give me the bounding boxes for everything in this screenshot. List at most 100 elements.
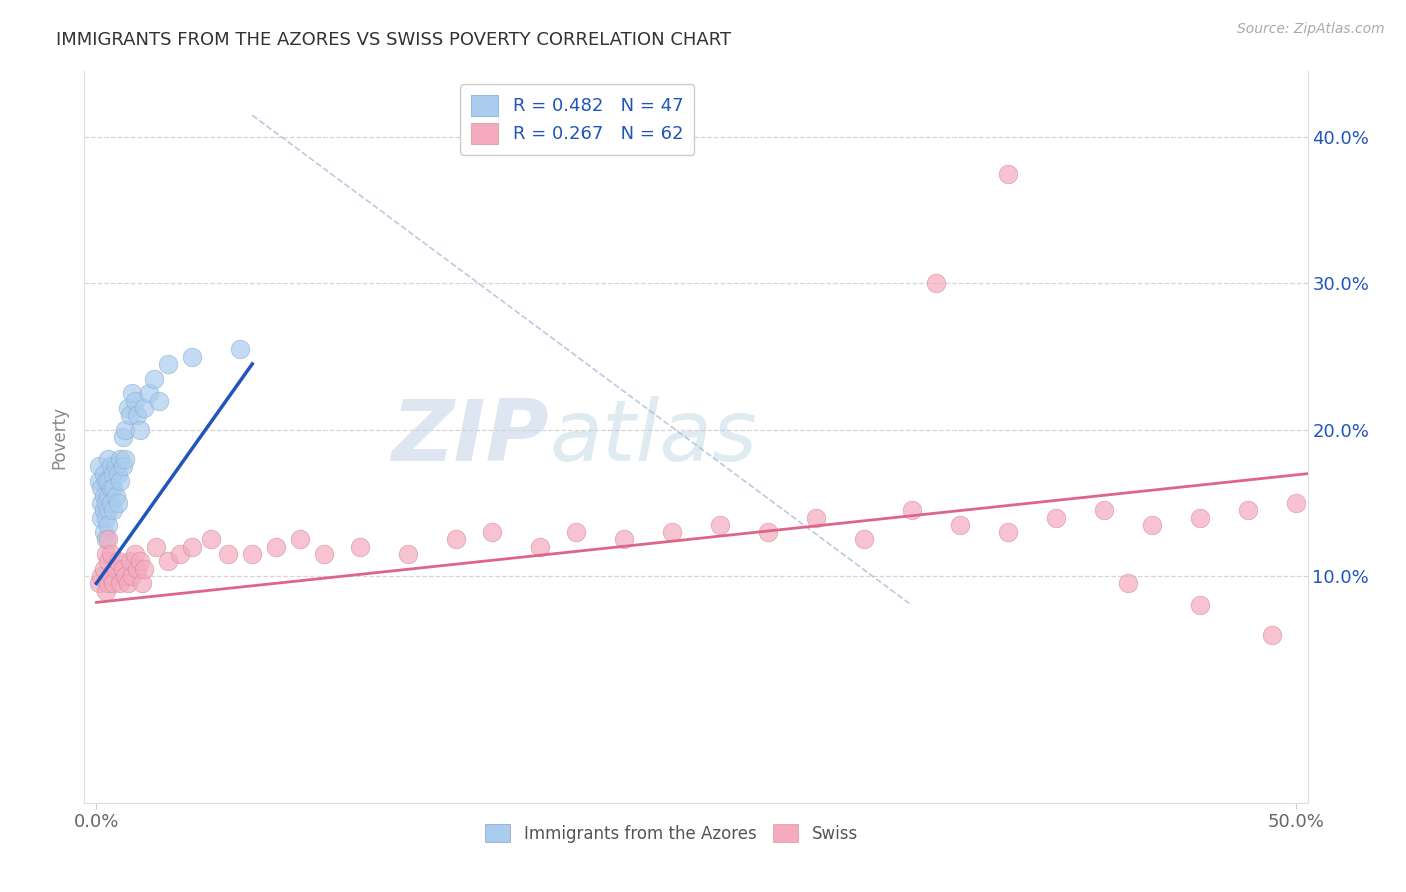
- Point: [97, 474, 120, 488]
- Legend: Immigrants from the Azores, Swiss: Immigrants from the Azores, Swiss: [478, 818, 865, 849]
- Point: [107, 554, 129, 568]
- Point: [93, 503, 115, 517]
- Point: [117, 401, 139, 415]
- Point: [121, 569, 143, 583]
- Point: [1260, 627, 1282, 641]
- Point: [114, 423, 136, 437]
- Point: [100, 569, 122, 583]
- Point: [264, 540, 287, 554]
- Point: [117, 576, 139, 591]
- Point: [101, 503, 124, 517]
- Point: [100, 459, 122, 474]
- Point: [925, 277, 948, 291]
- Point: [444, 533, 467, 547]
- Point: [997, 525, 1019, 540]
- Point: [145, 540, 167, 554]
- Point: [131, 576, 153, 591]
- Point: [97, 554, 120, 568]
- Point: [709, 517, 731, 532]
- Point: [1045, 510, 1067, 524]
- Point: [1188, 510, 1211, 524]
- Point: [134, 562, 156, 576]
- Point: [240, 547, 263, 561]
- Point: [134, 401, 156, 415]
- Point: [94, 533, 117, 547]
- Point: [104, 489, 127, 503]
- Point: [181, 540, 204, 554]
- Point: [290, 533, 312, 547]
- Y-axis label: Poverty: Poverty: [51, 406, 69, 468]
- Point: [138, 386, 160, 401]
- Point: [93, 525, 115, 540]
- Point: [94, 474, 117, 488]
- Point: [90, 569, 112, 583]
- Point: [111, 562, 134, 576]
- Point: [157, 554, 180, 568]
- Point: [110, 576, 132, 591]
- Point: [128, 554, 150, 568]
- Point: [804, 510, 827, 524]
- Point: [90, 481, 112, 495]
- Point: [90, 510, 112, 524]
- Point: [529, 540, 551, 554]
- Point: [94, 496, 117, 510]
- Point: [1140, 517, 1163, 532]
- Point: [349, 540, 371, 554]
- Point: [87, 459, 110, 474]
- Point: [97, 489, 120, 503]
- Point: [111, 459, 134, 474]
- Point: [100, 481, 122, 495]
- Point: [87, 474, 110, 488]
- Point: [217, 547, 239, 561]
- Point: [114, 569, 136, 583]
- Point: [127, 408, 149, 422]
- Point: [107, 496, 129, 510]
- Point: [94, 547, 117, 561]
- Point: [200, 533, 222, 547]
- Point: [118, 554, 141, 568]
- Point: [997, 167, 1019, 181]
- Point: [97, 533, 120, 547]
- Point: [97, 452, 120, 467]
- Point: [852, 533, 875, 547]
- Point: [1309, 489, 1331, 503]
- Point: [142, 371, 165, 385]
- Point: [90, 496, 112, 510]
- Text: Source: ZipAtlas.com: Source: ZipAtlas.com: [1237, 22, 1385, 37]
- Text: atlas: atlas: [550, 395, 758, 479]
- Text: ZIP: ZIP: [391, 395, 550, 479]
- Point: [110, 452, 132, 467]
- Point: [118, 408, 141, 422]
- Point: [93, 562, 115, 576]
- Point: [901, 503, 924, 517]
- Point: [481, 525, 503, 540]
- Point: [111, 430, 134, 444]
- Point: [1284, 496, 1306, 510]
- Point: [93, 489, 115, 503]
- Point: [121, 386, 143, 401]
- Point: [104, 562, 127, 576]
- Point: [949, 517, 972, 532]
- Point: [1236, 503, 1258, 517]
- Point: [157, 357, 180, 371]
- Point: [94, 510, 117, 524]
- Point: [661, 525, 683, 540]
- Point: [97, 517, 120, 532]
- Point: [110, 474, 132, 488]
- Point: [128, 423, 150, 437]
- Text: IMMIGRANTS FROM THE AZORES VS SWISS POVERTY CORRELATION CHART: IMMIGRANTS FROM THE AZORES VS SWISS POVE…: [56, 31, 731, 49]
- Point: [101, 576, 124, 591]
- Point: [565, 525, 588, 540]
- Point: [148, 393, 170, 408]
- Point: [396, 547, 419, 561]
- Point: [114, 452, 136, 467]
- Point: [127, 562, 149, 576]
- Point: [229, 343, 252, 357]
- Point: [1188, 599, 1211, 613]
- Point: [93, 467, 115, 481]
- Point: [97, 503, 120, 517]
- Point: [756, 525, 779, 540]
- Point: [613, 533, 636, 547]
- Point: [124, 393, 146, 408]
- Point: [1116, 576, 1139, 591]
